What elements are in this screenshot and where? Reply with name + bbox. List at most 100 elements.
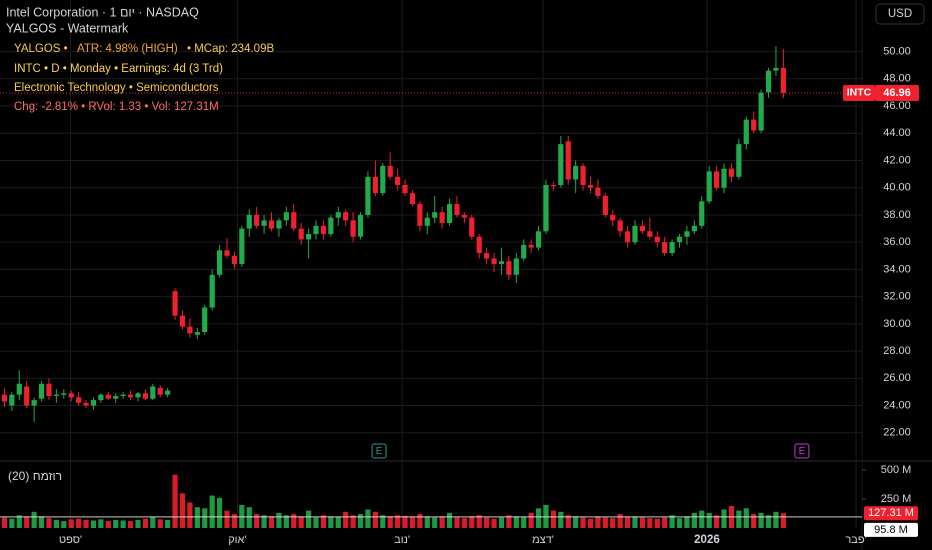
candle-body <box>484 253 490 259</box>
volume-bar <box>387 516 393 528</box>
candle-body <box>90 400 97 406</box>
currency-label[interactable]: USD <box>888 8 912 20</box>
volume-bar <box>558 511 564 528</box>
volume-bar <box>357 514 364 528</box>
volume-bar <box>254 514 260 528</box>
candle-body <box>276 220 282 229</box>
volume-bar <box>595 516 601 528</box>
candle-body <box>306 234 312 240</box>
candle-body <box>68 393 74 398</box>
candle-body <box>780 67 786 93</box>
volume-bar <box>135 519 141 528</box>
volume-bar <box>662 517 668 528</box>
candle-body <box>528 244 534 248</box>
candle-body <box>343 212 349 221</box>
y-tick-label: 36.00 <box>883 236 911 248</box>
volume-bar <box>142 518 148 528</box>
volume-bar <box>632 516 638 528</box>
candle-body <box>439 212 445 224</box>
volume-bar <box>320 515 327 528</box>
volume-bar <box>31 511 37 528</box>
candle-body <box>676 236 683 243</box>
candle-body <box>142 393 148 399</box>
volume-bar <box>402 515 408 528</box>
candle-body <box>624 231 631 243</box>
candle-body <box>647 231 653 237</box>
volume-bar <box>76 518 82 528</box>
candle-body <box>320 225 327 234</box>
candle-body <box>521 244 527 259</box>
volume-bar <box>157 519 163 528</box>
volume-bar <box>476 515 482 528</box>
volume-bar <box>773 511 779 528</box>
y-tick-label: 26.00 <box>883 372 911 384</box>
volume-bar <box>684 516 690 528</box>
candle-body <box>179 315 186 327</box>
volume-bar <box>506 515 512 528</box>
candle-body <box>446 204 453 224</box>
candle-body <box>498 261 505 264</box>
candle-body <box>602 195 608 215</box>
currency-button[interactable] <box>875 3 925 25</box>
volume-bar <box>417 514 423 528</box>
volume-last-badge <box>864 506 918 521</box>
candle-body <box>1 394 8 402</box>
candle-body <box>120 394 126 397</box>
volume-bar <box>639 517 646 528</box>
volume-bar <box>498 517 505 528</box>
volume-bar <box>691 512 697 528</box>
volume-bar <box>291 514 297 528</box>
volume-bar <box>528 512 534 528</box>
volume-bar <box>105 521 111 528</box>
volume-bar <box>758 512 764 528</box>
candle-body <box>432 212 438 218</box>
x-tick-label: נוב' <box>394 534 410 546</box>
y-tick-label: 40.00 <box>883 182 911 194</box>
volume-bar <box>53 519 59 528</box>
volume-bar <box>721 509 727 528</box>
info-line: Electronic Technology • Semiconductors <box>14 82 219 94</box>
x-tick-label: פבר' <box>845 534 866 546</box>
candle-body <box>728 168 735 177</box>
y-tick-label: 50.00 <box>883 45 911 57</box>
candle-body <box>350 220 356 237</box>
candle-body <box>113 396 119 399</box>
candle-body <box>558 144 564 185</box>
chart-title: Intel Corporation · 1 יום · NASDAQ <box>6 5 199 19</box>
candle-body <box>246 214 252 229</box>
candle-body <box>291 212 297 229</box>
candle-body <box>24 386 30 406</box>
volume-bar <box>521 517 527 528</box>
candle-body <box>610 214 616 221</box>
candle-body <box>580 165 586 185</box>
candle-body <box>684 231 690 237</box>
y-tick-label: 42.00 <box>883 154 911 166</box>
volume-bar <box>343 511 349 528</box>
info-mcap: • MCap: 234.09B <box>187 43 274 55</box>
symbol-badge <box>843 84 875 101</box>
volume-bar <box>328 516 334 528</box>
volume-bar <box>409 517 416 528</box>
candle-body <box>372 176 378 194</box>
volume-bar <box>484 517 490 528</box>
volume-bar <box>16 515 22 528</box>
volume-bar <box>98 519 104 528</box>
info-brand: YALGOS • <box>14 43 68 55</box>
volume-bar <box>676 518 683 528</box>
candle-body <box>721 168 727 188</box>
candle-body <box>254 214 260 226</box>
volume-bar <box>765 515 772 528</box>
y-tick-label: 250 M <box>881 493 912 505</box>
volume-bar <box>187 502 193 528</box>
volume-bar <box>602 517 608 528</box>
y-tick-label: 38.00 <box>883 209 911 221</box>
candle-body <box>751 119 757 131</box>
volume-bar <box>24 517 30 528</box>
volume-bar <box>113 519 119 528</box>
candle-body <box>617 220 623 232</box>
candle-body <box>535 231 542 248</box>
volume-bar <box>372 511 378 528</box>
volume-bar <box>454 517 460 528</box>
earnings-label: E <box>376 446 383 457</box>
